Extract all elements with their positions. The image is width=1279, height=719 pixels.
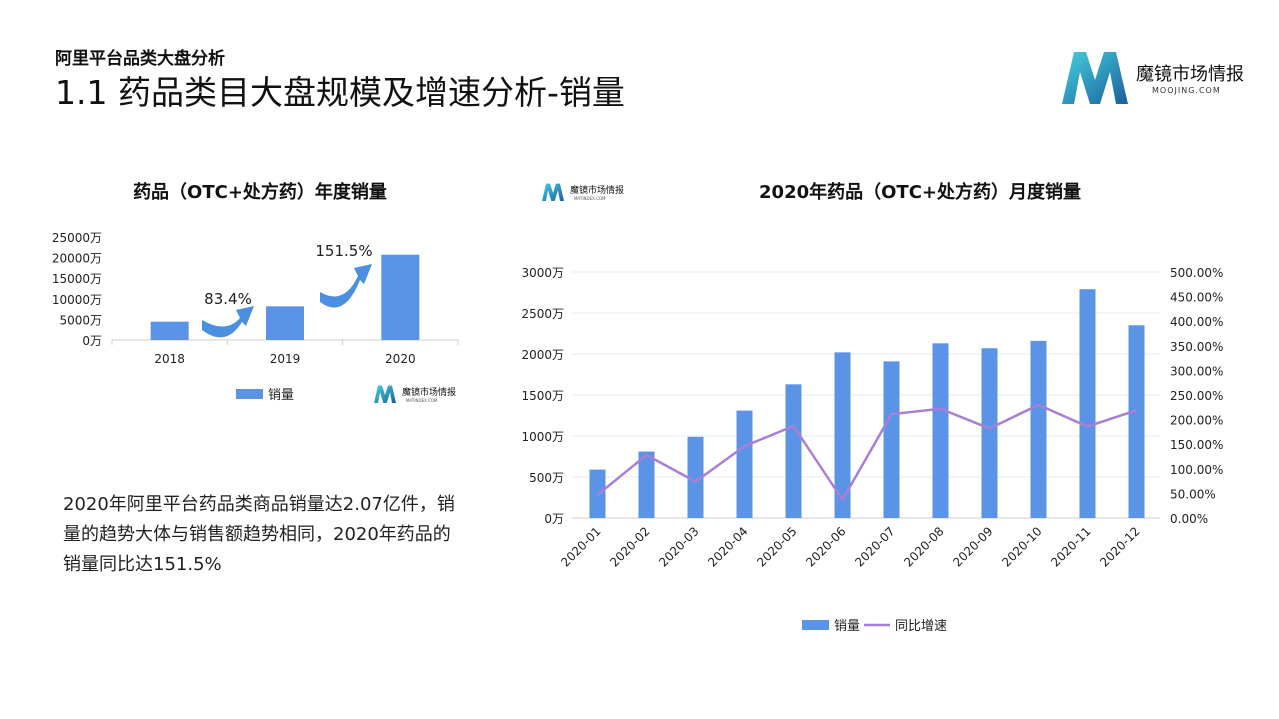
y2-tick-label: 50.00% bbox=[1170, 487, 1216, 501]
y2-tick-label: 100.00% bbox=[1170, 463, 1223, 477]
growth-label-2020: 151.5% bbox=[315, 242, 372, 260]
small-brand-url: MATINDEX.COM bbox=[574, 196, 606, 201]
moojing-logo-icon bbox=[1062, 52, 1128, 104]
y-tick-label: 0万 bbox=[82, 334, 102, 348]
brand-url: MOOJING.COM bbox=[1152, 86, 1221, 95]
bar-2020-12 bbox=[1128, 325, 1145, 518]
x-tick-label: 2020-03 bbox=[656, 524, 701, 569]
bar-2019 bbox=[266, 306, 304, 340]
bar-2020-05 bbox=[785, 384, 802, 518]
y2-tick-label: 300.00% bbox=[1170, 364, 1223, 378]
y2-tick-label: 200.00% bbox=[1170, 414, 1223, 428]
moojing-logo-icon bbox=[374, 385, 396, 403]
x-tick-label: 2020-12 bbox=[1097, 524, 1142, 569]
small-brand-name: 魔镜市场情报 bbox=[570, 186, 625, 196]
bar-2020-10 bbox=[1030, 340, 1047, 518]
y2-tick-label: 400.00% bbox=[1170, 315, 1223, 329]
x-tick-label: 2020-05 bbox=[754, 524, 799, 569]
y-tick-label: 500万 bbox=[529, 471, 564, 485]
section-subtitle: 阿里平台品类大盘分析 bbox=[55, 49, 225, 69]
legend-swatch-sales bbox=[802, 620, 829, 630]
y2-tick-label: 350.00% bbox=[1170, 340, 1223, 354]
annual-chart-title: 药品（OTC+处方药）年度销量 bbox=[133, 182, 387, 203]
y-tick-label: 15000万 bbox=[52, 272, 102, 286]
x-tick-label: 2018 bbox=[154, 352, 185, 366]
bar-2020-03 bbox=[687, 436, 704, 518]
x-tick-label: 2020-06 bbox=[803, 524, 848, 569]
y-tick-label: 20000万 bbox=[52, 252, 102, 266]
bar-2020-02 bbox=[638, 451, 655, 518]
small-brand-url: MATINDEX.COM bbox=[406, 398, 438, 403]
bar-2020 bbox=[381, 254, 420, 340]
y-tick-label: 3000万 bbox=[521, 266, 564, 280]
y-tick-label: 1500万 bbox=[521, 389, 564, 403]
x-tick-label: 2020-11 bbox=[1048, 524, 1093, 569]
y2-tick-label: 450.00% bbox=[1170, 291, 1223, 305]
brand-logo: 魔镜市场情报 MOOJING.COM bbox=[1056, 46, 1256, 108]
x-tick-label: 2020 bbox=[385, 352, 416, 366]
x-tick-label: 2020-02 bbox=[607, 524, 652, 569]
annual-sales-chart: 0万 5000万 10000万 15000万 20000万 25000万 2018 2019 2… bbox=[52, 231, 459, 403]
bar-2020-07 bbox=[883, 361, 900, 518]
x-tick-label: 2020-09 bbox=[950, 524, 995, 569]
y2-tick-label: 150.00% bbox=[1170, 438, 1223, 452]
legend-label-growth: 同比增速 bbox=[895, 619, 947, 634]
y-tick-label: 1000万 bbox=[521, 430, 564, 444]
small-brand-logo-top: 魔镜市场情报 MATINDEX.COM bbox=[540, 180, 624, 208]
legend-label-sales: 销量 bbox=[268, 388, 294, 403]
monthly-chart-title: 2020年药品（OTC+处方药）月度销量 bbox=[759, 182, 1081, 203]
moojing-logo-icon bbox=[542, 183, 564, 201]
x-tick-label: 2020-08 bbox=[901, 524, 946, 569]
bar-2020-09 bbox=[981, 348, 998, 518]
y-tick-label: 2500万 bbox=[521, 307, 564, 321]
growth-rate-line bbox=[596, 403, 1137, 503]
bar-2020-06 bbox=[834, 352, 851, 518]
bar-2018 bbox=[150, 321, 189, 340]
x-tick-label: 2020-07 bbox=[852, 524, 897, 569]
x-tick-label: 2020-10 bbox=[999, 524, 1044, 569]
small-brand-name: 魔镜市场情报 bbox=[402, 388, 457, 398]
legend-swatch-sales bbox=[236, 389, 263, 399]
y-tick-label: 2000万 bbox=[521, 348, 564, 362]
y2-tick-label: 500.00% bbox=[1170, 266, 1223, 280]
y-tick-label: 5000万 bbox=[59, 313, 102, 327]
bar-2020-11 bbox=[1079, 289, 1096, 518]
bar-2020-04 bbox=[736, 410, 753, 518]
growth-arrow-2019 bbox=[202, 306, 254, 338]
bar-2020-08 bbox=[932, 343, 949, 518]
legend-label-sales: 销量 bbox=[834, 619, 860, 634]
y-tick-label: 10000万 bbox=[52, 293, 102, 307]
brand-name: 魔镜市场情报 bbox=[1136, 64, 1244, 85]
summary-text: 2020年阿里平台药品类商品销量达2.07亿件，销量的趋势大体与销售额趋势相同，… bbox=[63, 494, 455, 575]
growth-label-2019: 83.4% bbox=[204, 290, 252, 308]
y2-tick-label: 250.00% bbox=[1170, 389, 1223, 403]
y-tick-label: 0万 bbox=[544, 512, 564, 526]
growth-arrow-2020 bbox=[320, 264, 372, 308]
x-tick-label: 2019 bbox=[270, 352, 301, 366]
x-tick-label: 2020-01 bbox=[558, 524, 603, 569]
x-tick-label: 2020-04 bbox=[705, 524, 750, 569]
page-title: 1.1 药品类目大盘规模及增速分析-销量 bbox=[55, 73, 625, 112]
small-brand-logo-bottom: 魔镜市场情报 MATINDEX.COM bbox=[372, 382, 456, 410]
y-tick-label: 25000万 bbox=[52, 231, 102, 245]
y2-tick-label: 0.00% bbox=[1170, 512, 1208, 526]
